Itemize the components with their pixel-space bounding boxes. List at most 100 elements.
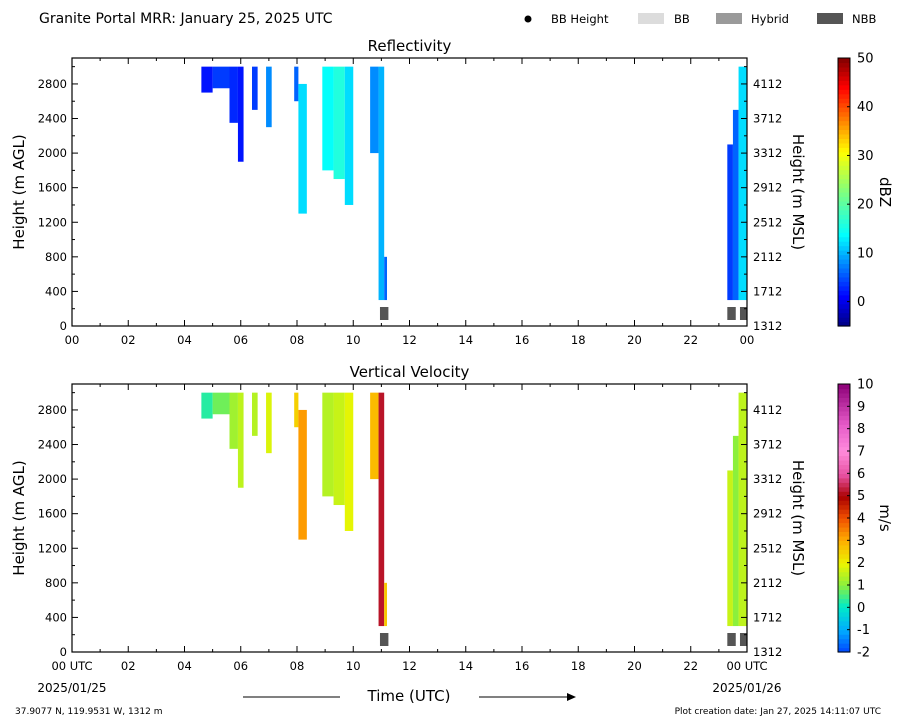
- colorbar-tick-label: 6: [857, 467, 865, 482]
- colorbar-tick-label: 10: [857, 246, 874, 261]
- x-tick-label: 06: [233, 333, 248, 347]
- x-tick-label: 16: [515, 333, 530, 347]
- y-tick-label-right: 2512: [753, 215, 782, 229]
- data-cell: [370, 392, 379, 480]
- time-arrow-head: [567, 693, 576, 701]
- colorbar-segment: [838, 272, 850, 278]
- colorbar-segment: [838, 446, 850, 452]
- colorbar-segment: [838, 477, 850, 483]
- colorbar-segment: [838, 526, 850, 532]
- colorbar-segment: [838, 607, 850, 613]
- colorbar-segment: [838, 540, 850, 546]
- bright-band-marker: [727, 633, 736, 646]
- data-cell: [378, 392, 385, 627]
- colorbar-segment: [838, 509, 850, 515]
- x-tick-label: 00 UTC: [51, 659, 92, 673]
- y-tick-label-right: 1712: [753, 284, 782, 298]
- bright-band-marker: [739, 633, 747, 646]
- y-tick-label-left: 0: [60, 645, 67, 659]
- colorbar-segment: [838, 611, 850, 617]
- colorbar-segment: [838, 183, 850, 189]
- colorbar-segment: [838, 495, 850, 501]
- y-tick-label-right: 2112: [753, 576, 782, 590]
- x-tick-label: 22: [683, 659, 698, 673]
- y-tick-label-right: 1712: [753, 610, 782, 624]
- plot-frame: [71, 383, 748, 653]
- panel-title: Reflectivity: [368, 37, 452, 55]
- colorbar-tick-label: 50: [857, 52, 874, 67]
- colorbar-tick-label: 0: [857, 295, 865, 310]
- colorbar-segment: [838, 120, 850, 126]
- legend-bb-swatch: [638, 13, 664, 24]
- colorbar-segment: [838, 629, 850, 635]
- colorbar-tick-label: 10: [857, 378, 874, 393]
- x-tick-label: 00: [740, 333, 755, 347]
- colorbar-tick-label: 30: [857, 149, 874, 164]
- colorbar-segment: [838, 116, 850, 122]
- y-tick-label-left: 0: [60, 319, 67, 333]
- colorbar-segment: [838, 580, 850, 586]
- data-cell: [732, 109, 739, 301]
- colorbar-segment: [838, 643, 850, 649]
- data-cell: [384, 582, 387, 627]
- x-tick-label: 08: [290, 659, 305, 673]
- colorbar-segment: [838, 491, 850, 497]
- colorbar-segment: [838, 620, 850, 626]
- y-tick-label-right: 2512: [753, 541, 782, 555]
- colorbar-segment: [838, 214, 850, 220]
- y-tick-label-right: 1312: [753, 645, 782, 659]
- colorbar-segment: [838, 437, 850, 443]
- data-cell: [322, 392, 334, 497]
- colorbar-segment: [838, 147, 850, 153]
- colorbar-segment: [838, 138, 850, 144]
- data-cell: [298, 83, 307, 214]
- station-location: 37.9077 N, 119.9531 W, 1312 m: [15, 707, 163, 717]
- colorbar-segment: [838, 58, 850, 64]
- colorbar-segment: [838, 549, 850, 555]
- colorbar-segment: [838, 75, 850, 81]
- bright-band-marker: [739, 307, 747, 320]
- colorbar-segment: [838, 294, 850, 300]
- colorbar-segment: [838, 205, 850, 211]
- colorbar-segment: [838, 513, 850, 519]
- legend-bb-height-marker: [524, 15, 532, 23]
- y-axis-label-right: Height (m MSL): [789, 134, 807, 250]
- colorbar-segment: [838, 317, 850, 323]
- colorbar-segment: [838, 62, 850, 68]
- panel-title: Vertical Velocity: [350, 363, 470, 381]
- colorbar-segment: [838, 165, 850, 171]
- colorbar-segment: [838, 107, 850, 113]
- colorbar-segment: [838, 160, 850, 166]
- colorbar-segment: [838, 531, 850, 537]
- colorbar-segment: [838, 522, 850, 528]
- data-cell: [294, 66, 299, 102]
- colorbar-segment: [838, 102, 850, 108]
- legend-hybrid-label: Hybrid: [751, 12, 789, 26]
- y-tick-label-right: 4112: [753, 403, 782, 417]
- legend-nbb-label: NBB: [852, 12, 876, 26]
- colorbar-tick-label: 40: [857, 100, 874, 115]
- colorbar-segment: [838, 200, 850, 206]
- colorbar-segment: [838, 455, 850, 461]
- colorbar-segment: [838, 576, 850, 582]
- colorbar-segment: [838, 571, 850, 577]
- data-cell: [252, 66, 258, 110]
- data-cell: [212, 66, 230, 89]
- y-axis-label-right: Height (m MSL): [789, 460, 807, 576]
- data-cell: [201, 392, 213, 419]
- data-cell: [732, 435, 739, 627]
- data-cell: [298, 409, 307, 540]
- colorbar-segment: [838, 308, 850, 314]
- colorbar-segment: [838, 129, 850, 135]
- colorbar-segment: [838, 433, 850, 439]
- legend-bb-label: BB: [674, 12, 690, 26]
- y-tick-label-left: 800: [45, 576, 67, 590]
- x-tick-label: 20: [627, 333, 642, 347]
- end-date-label: 2025/01/26: [712, 681, 781, 695]
- bright-band-marker: [379, 633, 389, 646]
- colorbar-segment: [838, 638, 850, 644]
- colorbar-segment: [838, 602, 850, 608]
- y-tick-label-left: 2800: [38, 403, 67, 417]
- x-tick-label: 04: [177, 333, 192, 347]
- data-cell: [266, 66, 272, 128]
